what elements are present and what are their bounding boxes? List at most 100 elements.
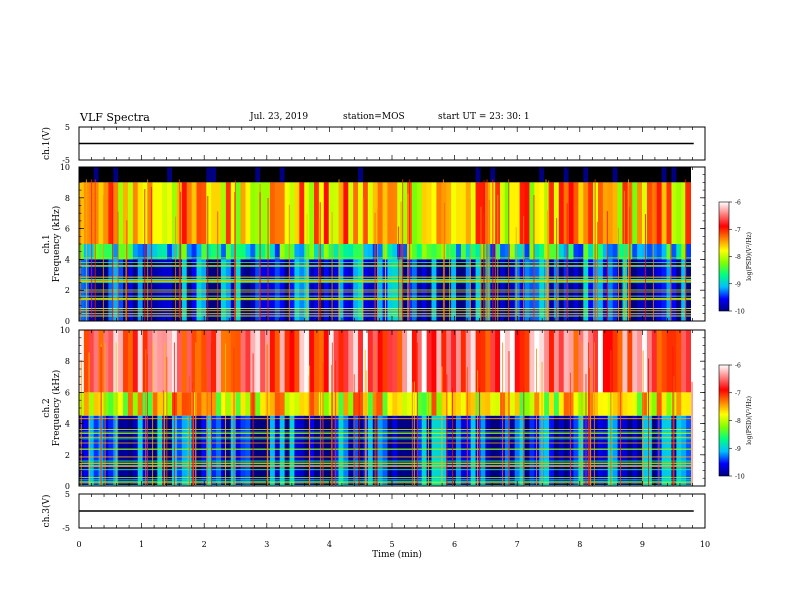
psd-cell	[132, 244, 139, 260]
psd-cell	[93, 182, 99, 244]
psd-cell	[524, 392, 530, 416]
psd-cell	[651, 392, 658, 416]
psd-cell	[103, 392, 109, 416]
y-tick-label: 5	[65, 123, 70, 132]
psd-cell	[632, 167, 638, 183]
psd-cell	[137, 244, 144, 260]
psd-cell	[255, 167, 261, 183]
psd-cell	[421, 244, 428, 260]
psd-cell	[289, 330, 295, 393]
psd-cell	[681, 167, 687, 183]
psd-cell	[206, 415, 212, 486]
psd-cell	[181, 244, 188, 260]
psd-cell	[632, 415, 638, 486]
psd-cell	[573, 330, 579, 393]
psd-cell	[431, 392, 437, 416]
psd-cell	[137, 167, 144, 183]
psd-cell	[299, 167, 305, 183]
psd-cell	[529, 182, 535, 244]
psd-cell	[661, 167, 667, 183]
y-tick-label: 2	[65, 286, 70, 295]
psd-cell	[274, 167, 281, 183]
psd-cell	[235, 244, 241, 260]
psd-cell	[597, 244, 604, 260]
psd-cell	[519, 392, 525, 416]
psd-cell	[446, 182, 452, 244]
psd-cell	[661, 392, 667, 416]
psd-cell	[426, 244, 432, 260]
psd-cell	[558, 330, 565, 393]
psd-cell	[656, 244, 663, 260]
psd-cell	[83, 167, 90, 183]
psd-cell	[260, 167, 266, 183]
psd-cell	[622, 244, 628, 260]
psd-cell	[235, 167, 241, 183]
psd-cell	[353, 244, 359, 260]
psd-cell	[260, 330, 266, 393]
psd-cell	[225, 167, 232, 183]
y-axis-label: ch.3(V)	[41, 495, 52, 528]
psd-cell	[490, 330, 496, 393]
psd-cell	[553, 330, 560, 393]
psd-cell	[568, 330, 574, 393]
psd-cell	[235, 330, 241, 393]
psd-cell	[646, 182, 653, 244]
psd-cell	[441, 244, 447, 260]
psd-cell	[637, 415, 643, 486]
psd-cell	[681, 330, 687, 393]
psd-cell	[509, 244, 516, 260]
psd-cell	[671, 167, 677, 183]
psd-cell	[514, 167, 521, 183]
psd-cell	[274, 330, 281, 393]
psd-cell	[495, 330, 501, 393]
psd-cell	[480, 415, 486, 486]
psd-cell	[519, 182, 525, 244]
psd-cell	[93, 244, 99, 260]
psd-cell	[211, 330, 217, 393]
psd-cell	[495, 392, 501, 416]
psd-cell	[446, 330, 452, 393]
psd-cell	[172, 182, 178, 244]
psd-cell	[588, 167, 594, 183]
psd-cell	[451, 244, 457, 260]
psd-cell	[284, 392, 290, 416]
psd-cell	[500, 167, 506, 183]
psd-cell	[309, 244, 315, 260]
psd-cell	[284, 167, 290, 183]
y-axis-label-freq: Frequency (kHz)	[51, 206, 62, 283]
psd-cell	[245, 392, 251, 416]
psd-cell	[397, 330, 403, 393]
psd-cell	[147, 392, 153, 416]
psd-cell	[333, 244, 339, 260]
psd-cell	[681, 392, 687, 416]
psd-cell	[113, 167, 119, 183]
psd-cell	[142, 392, 148, 416]
psd-cell	[343, 330, 349, 393]
psd-cell	[294, 167, 300, 183]
psd-cell	[362, 182, 369, 244]
psd-cell	[358, 330, 364, 393]
psd-cell	[617, 244, 623, 260]
psd-cell	[220, 330, 227, 393]
psd-cell	[387, 392, 393, 416]
psd-cell	[686, 392, 692, 416]
psd-cell	[314, 244, 320, 260]
psd-cell	[607, 182, 614, 244]
psd-cell	[255, 392, 261, 416]
psd-cell	[470, 167, 476, 183]
psd-cell	[549, 330, 555, 393]
psd-cell	[157, 167, 163, 183]
psd-cell	[235, 392, 241, 416]
psd-cell	[509, 182, 516, 244]
psd-cell	[123, 330, 129, 393]
psd-cell	[490, 392, 496, 416]
psd-cell	[181, 392, 188, 416]
psd-cell	[269, 392, 276, 416]
psd-cell	[196, 415, 202, 486]
psd-cell	[460, 244, 467, 260]
psd-cell	[597, 330, 604, 393]
psd-cell	[152, 167, 158, 183]
psd-cell	[622, 330, 628, 393]
psd-cell	[529, 244, 535, 260]
psd-cell	[451, 167, 457, 183]
